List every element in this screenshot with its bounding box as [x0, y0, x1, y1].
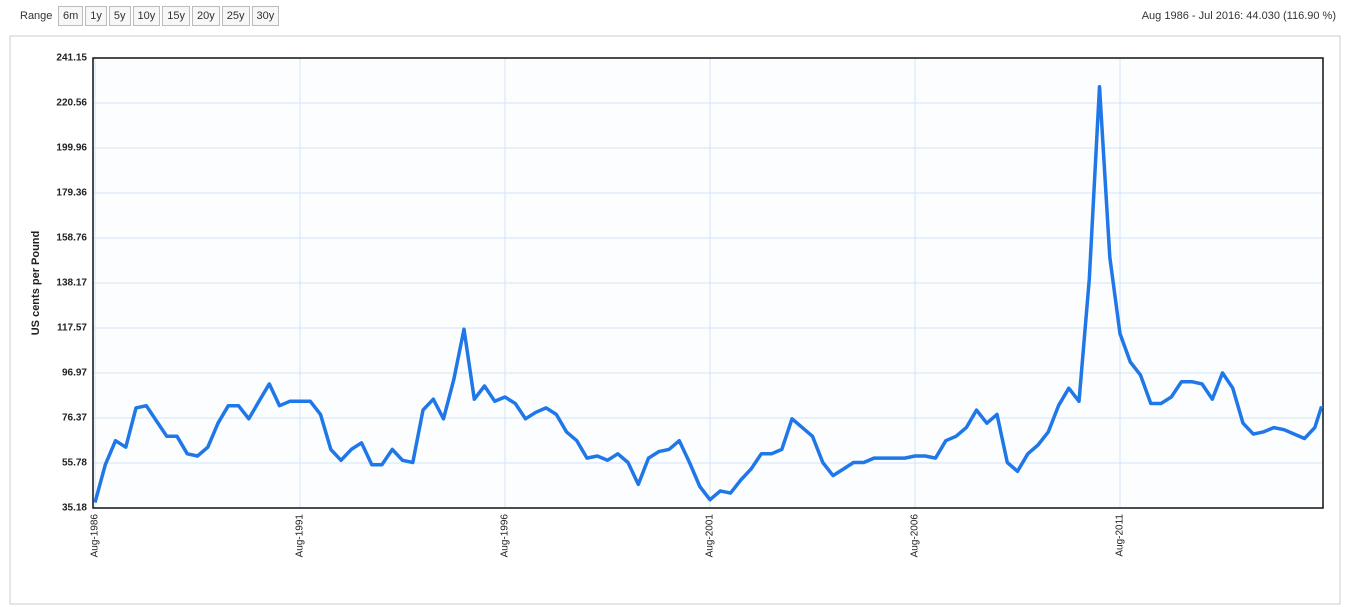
range-button[interactable]: 1y [85, 6, 107, 26]
y-tick-label: 199.96 [56, 143, 87, 154]
range-buttons: 6m 1y 5y 10y 15y 20y 25y 30y [58, 6, 281, 26]
y-tick-label: 55.78 [62, 458, 87, 469]
y-tick-label: 76.37 [62, 413, 87, 424]
x-tick-label: Aug-1991 [295, 514, 306, 558]
y-tick-label: 179.36 [56, 188, 87, 199]
x-tick-label: Aug-1986 [90, 514, 101, 558]
y-tick-label: 241.15 [56, 53, 87, 64]
range-button[interactable]: 6m [58, 6, 84, 26]
range-button[interactable]: 5y [108, 6, 131, 26]
y-tick-label: 138.17 [56, 278, 87, 289]
x-tick-label: Aug-2006 [910, 514, 921, 558]
y-tick-label: 35.18 [62, 503, 87, 514]
range-label: Range [20, 10, 53, 22]
price-line [93, 84, 1324, 503]
range-summary: Aug 1986 - Jul 2016: 44.030 (116.90 %) [1141, 10, 1336, 22]
x-tick-label: Aug-2011 [1115, 514, 1126, 557]
range-button[interactable]: 10y [132, 6, 161, 26]
range-button[interactable]: 20y [192, 6, 220, 26]
range-button[interactable]: 15y [162, 6, 191, 26]
plot-border [92, 57, 1324, 509]
x-tick-label: Aug-2001 [705, 514, 716, 558]
y-tick-label: 117.57 [57, 323, 87, 334]
x-tick-label: Aug-1996 [500, 514, 511, 558]
y-tick-label: 158.76 [56, 233, 87, 244]
range-button[interactable]: 25y [221, 6, 250, 26]
y-tick-label: 220.56 [56, 98, 87, 109]
toolbar: Range 6m 1y 5y 10y 15y 20y 25y 30y Aug 1986 - J… [0, 0, 1348, 34]
y-tick-label: 96.97 [62, 368, 87, 379]
y-axis-label: US cents per Pound [30, 231, 42, 336]
range-button[interactable]: 30y [251, 6, 280, 26]
